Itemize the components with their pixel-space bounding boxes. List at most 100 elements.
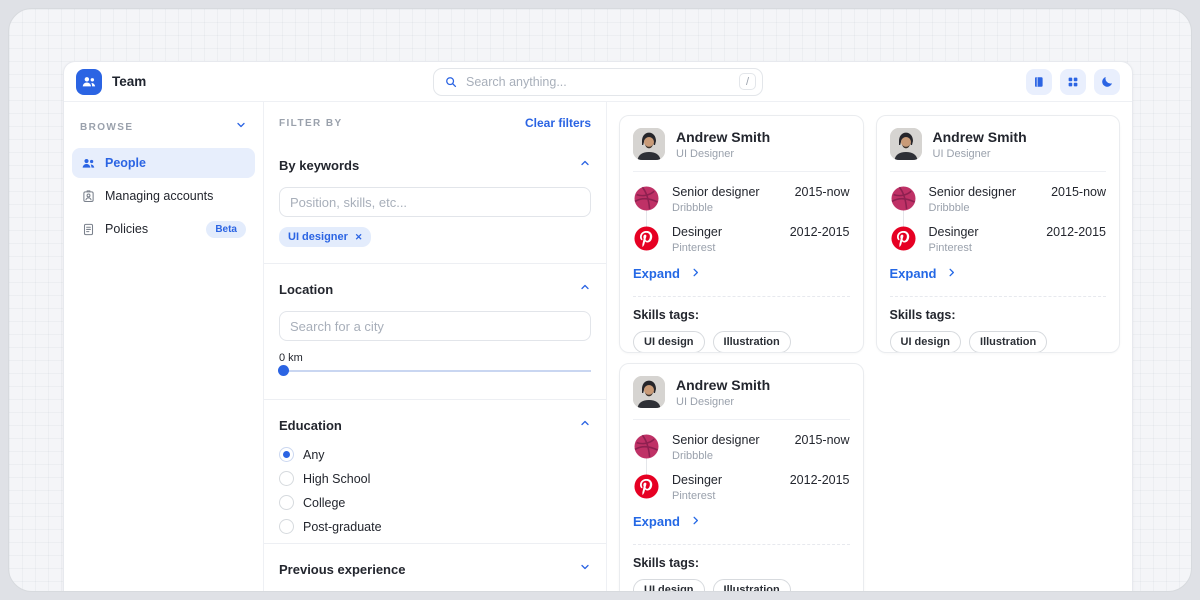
apps-button[interactable] xyxy=(1060,68,1086,95)
chevron-right-icon xyxy=(693,516,698,525)
education-option[interactable]: High School xyxy=(279,471,591,486)
sidebar-nav: People Managing accounts Policies Beta xyxy=(72,148,255,244)
radio-label: Post-graduate xyxy=(303,519,382,534)
slider-track xyxy=(279,370,591,372)
experience-expand-icon[interactable] xyxy=(579,560,591,578)
location-section-header[interactable]: Location xyxy=(279,280,591,298)
divider xyxy=(633,544,850,545)
skill-chip[interactable]: Illustration xyxy=(969,331,1048,352)
keyword-tag[interactable]: UI designer ✕ xyxy=(279,227,372,247)
docs-button[interactable] xyxy=(1026,68,1052,95)
avatar xyxy=(633,376,665,408)
nav-icon-slot xyxy=(81,222,96,237)
dark-mode-button[interactable] xyxy=(1094,68,1120,95)
clear-filters-link[interactable]: Clear filters xyxy=(524,116,591,130)
keyword-tag-label: UI designer xyxy=(288,231,348,243)
company-icon-slot xyxy=(633,433,660,460)
education-collapse-icon[interactable] xyxy=(579,416,591,434)
city-input[interactable] xyxy=(279,311,591,341)
experience-company: Pinterest xyxy=(928,242,972,254)
search-shortcut-key: / xyxy=(739,73,756,90)
distance-slider[interactable] xyxy=(278,365,591,377)
radio-button[interactable] xyxy=(279,471,294,486)
skills-chips: UI design Illustration xyxy=(633,579,850,591)
keywords-section-header[interactable]: By keywords xyxy=(279,156,591,174)
nav-icon-slot xyxy=(81,189,96,204)
dribbble-icon xyxy=(891,186,915,211)
person-role: UI Designer xyxy=(676,147,735,160)
location-collapse-icon[interactable] xyxy=(579,280,591,298)
divider xyxy=(633,296,850,297)
skill-chip[interactable]: UI design xyxy=(633,579,705,591)
skills-label: Skills tags: xyxy=(633,556,699,570)
results-grid: Andrew Smith UI Designer Senior designer… xyxy=(607,102,1132,591)
page-title: Team xyxy=(112,74,147,89)
experience-company: Pinterest xyxy=(672,242,716,254)
education-option[interactable]: College xyxy=(279,495,591,510)
chevron-up-icon xyxy=(581,420,589,426)
skill-chip[interactable]: UI design xyxy=(633,331,705,352)
company-icon-slot xyxy=(633,185,660,212)
radio-button[interactable] xyxy=(279,495,294,510)
timeline-rail xyxy=(646,449,647,480)
keywords-collapse-icon[interactable] xyxy=(579,156,591,174)
divider xyxy=(264,543,606,544)
education-options: Any High School College Post-graduate xyxy=(279,447,591,534)
person-card[interactable]: Andrew Smith UI Designer Senior designer… xyxy=(619,363,864,591)
divider xyxy=(889,171,1106,172)
education-option[interactable]: Any xyxy=(279,447,591,462)
person-card[interactable]: Andrew Smith UI Designer Senior designer… xyxy=(619,115,864,353)
browse-collapse-icon[interactable] xyxy=(235,118,247,136)
education-option[interactable]: Post-graduate xyxy=(279,519,591,534)
radio-button[interactable] xyxy=(279,519,294,534)
divider xyxy=(633,419,850,420)
experience-title: Desinger xyxy=(928,225,979,239)
close-icon[interactable]: ✕ xyxy=(354,231,363,242)
experience-row: Desinger Pinterest 2012-2015 xyxy=(633,225,850,254)
experience-timeline: Senior designer Dribbble 2015-now Desing… xyxy=(890,185,1106,254)
skill-chip[interactable]: Illustration xyxy=(712,331,791,352)
avatar-photo xyxy=(889,128,922,160)
experience-row: Senior designer Dribbble 2015-now xyxy=(633,433,850,462)
search-icon xyxy=(446,76,457,87)
sidebar-item-policies[interactable]: Policies Beta xyxy=(72,214,255,244)
experience-row: Desinger Pinterest 2012-2015 xyxy=(633,473,850,502)
header-actions xyxy=(1026,68,1120,95)
avatar-photo xyxy=(633,376,665,408)
company-icon-slot xyxy=(633,473,660,500)
beta-badge: Beta xyxy=(206,220,246,238)
person-role: UI Designer xyxy=(676,395,735,408)
accounts-icon xyxy=(83,189,94,202)
expand-link[interactable]: Expand xyxy=(633,514,701,529)
pinterest-icon xyxy=(890,226,916,251)
keywords-input[interactable] xyxy=(279,187,591,217)
skills-label: Skills tags: xyxy=(889,308,956,322)
expand-label: Expand xyxy=(633,514,680,529)
app-logo[interactable] xyxy=(76,68,102,95)
browse-header[interactable]: BROWSE xyxy=(72,110,255,148)
person-card[interactable]: Andrew Smith UI Designer Senior designer… xyxy=(875,115,1120,353)
skill-chip[interactable]: UI design xyxy=(889,331,962,352)
company-icon-slot xyxy=(633,225,660,252)
education-section-header[interactable]: Education xyxy=(279,416,591,434)
experience-period: 2012-2015 xyxy=(1046,225,1106,239)
expand-link[interactable]: Expand xyxy=(890,266,958,281)
experience-company: Dribbble xyxy=(672,450,713,462)
sidebar-item-managing-accounts[interactable]: Managing accounts xyxy=(72,181,255,211)
skill-chip[interactable]: Illustration xyxy=(712,579,791,591)
logo-people-icon xyxy=(82,76,96,86)
person-name: Andrew Smith xyxy=(932,128,1027,145)
radio-button[interactable] xyxy=(279,447,294,462)
experience-timeline: Senior designer Dribbble 2015-now Desing… xyxy=(633,433,850,502)
experience-period: 2012-2015 xyxy=(789,225,850,239)
experience-section-header[interactable]: Previous experience xyxy=(279,560,591,578)
sidebar-item-people[interactable]: People xyxy=(72,148,255,178)
expand-link[interactable]: Expand xyxy=(633,266,701,281)
chevron-up-icon xyxy=(581,160,589,166)
search-input[interactable] xyxy=(466,74,731,89)
slider-thumb[interactable] xyxy=(278,365,289,376)
policies-icon xyxy=(83,223,94,235)
search-bar[interactable]: / xyxy=(433,67,763,96)
person-name: Andrew Smith xyxy=(676,376,771,393)
person-name: Andrew Smith xyxy=(676,128,771,145)
